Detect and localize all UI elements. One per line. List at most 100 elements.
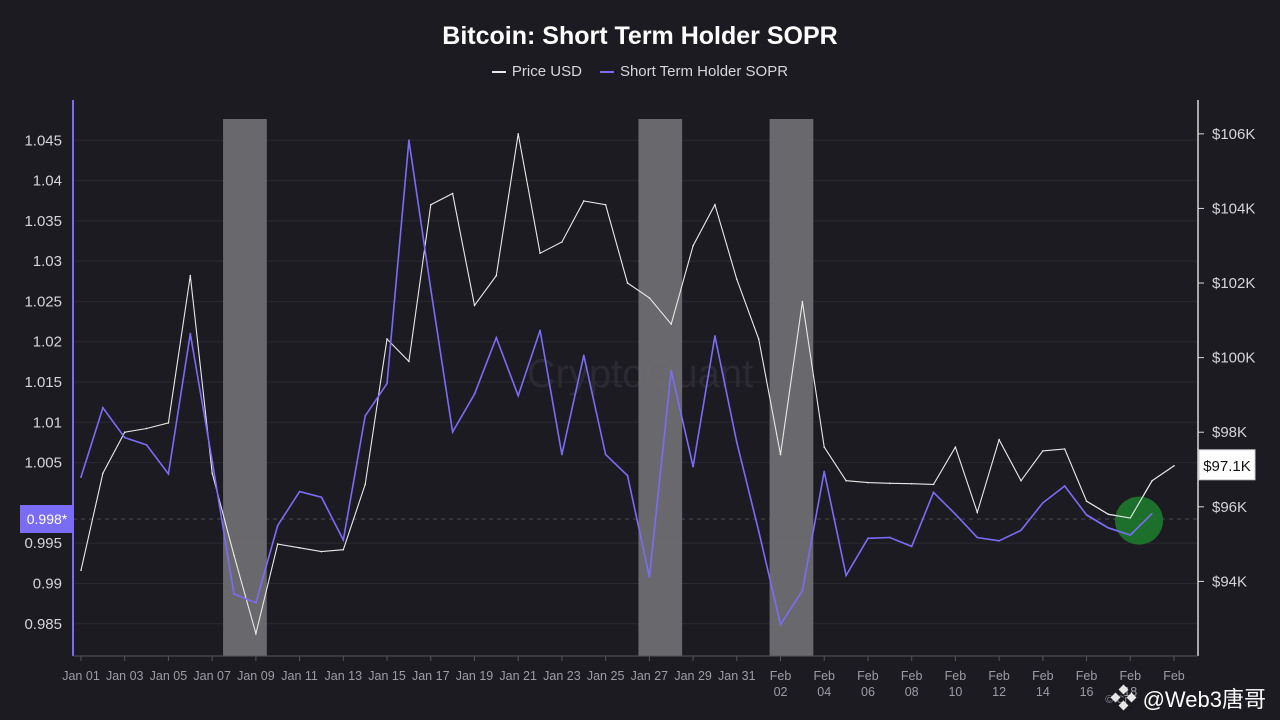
right-tick-label: $102K — [1212, 275, 1255, 292]
price-point — [80, 569, 82, 572]
price-point — [517, 133, 519, 135]
left-tick-label: 1.035 — [24, 213, 62, 230]
chart-legend: Price USD Short Term Holder SOPR — [0, 63, 1280, 80]
current-price-badge — [1198, 449, 1256, 481]
price-point — [779, 453, 782, 456]
x-tick-label: Jan 13 — [325, 669, 363, 683]
x-tick-label: Jan 23 — [543, 669, 581, 683]
x-tick-label: Jan 27 — [631, 669, 669, 683]
sopr-point — [233, 593, 235, 595]
x-tick-label: 16 — [1080, 685, 1094, 699]
sopr-point — [408, 139, 410, 142]
price-point — [867, 481, 869, 484]
sopr-point — [910, 545, 913, 548]
legend-label-price: Price USD — [511, 63, 582, 80]
sopr-point — [823, 470, 826, 473]
x-tick-label: Jan 09 — [237, 669, 275, 683]
sopr-point — [276, 524, 279, 527]
price-point — [364, 483, 366, 486]
x-tick-label: Jan 21 — [499, 669, 537, 683]
x-tick-label: 14 — [1036, 685, 1050, 699]
x-tick-label: Feb — [901, 669, 923, 683]
price-point — [1063, 448, 1066, 450]
sopr-point — [167, 472, 170, 475]
right-tick-label: $94K — [1212, 573, 1247, 590]
price-point — [167, 422, 170, 424]
price-point — [910, 482, 913, 485]
left-tick-label: 0.985 — [24, 616, 62, 633]
x-tick-label: Jan 15 — [368, 669, 406, 683]
price-point — [386, 338, 388, 340]
right-tick-label: $106K — [1212, 126, 1255, 143]
sopr-point — [801, 589, 804, 592]
price-point — [145, 427, 148, 430]
x-tick-label: 06 — [861, 685, 875, 699]
left-tick-label: 1.015 — [24, 374, 62, 391]
price-point — [429, 203, 432, 206]
credit-text: @Web3唐哥 — [1142, 687, 1266, 712]
price-point — [998, 438, 1000, 441]
price-point — [670, 323, 673, 325]
x-tick-label: Jan 03 — [106, 669, 144, 683]
sopr-point — [80, 476, 82, 479]
price-point — [823, 446, 826, 448]
sopr-point — [254, 601, 257, 604]
price-point — [233, 554, 235, 557]
left-tick-label: 1.02 — [33, 334, 62, 351]
x-tick-label: 02 — [774, 685, 788, 699]
sopr-point — [539, 329, 541, 332]
x-tick-label: 12 — [992, 685, 1006, 699]
price-point — [976, 511, 979, 514]
highlight-circle — [1115, 496, 1164, 545]
x-tick-label: Jan 31 — [718, 669, 756, 683]
credit: @Web3唐哥 — [1110, 682, 1266, 714]
left-tick-label: 1.005 — [24, 455, 62, 472]
price-point — [757, 338, 760, 340]
sopr-point — [1041, 501, 1044, 504]
price-point — [102, 472, 104, 475]
sopr-point — [1020, 529, 1022, 532]
x-tick-label: Jan 17 — [412, 669, 450, 683]
x-tick-label: Jan 05 — [150, 669, 188, 683]
price-point — [451, 192, 454, 195]
sopr-point — [757, 530, 760, 532]
sopr-point — [495, 336, 498, 339]
price-point — [408, 360, 410, 363]
price-point — [845, 479, 847, 482]
price-point — [889, 482, 891, 485]
sopr-point — [211, 460, 214, 462]
sopr-point — [932, 491, 935, 494]
current-sopr-label: 0.998* — [27, 511, 68, 527]
legend-label-sopr: Short Term Holder SOPR — [619, 63, 789, 80]
price-point — [539, 252, 541, 254]
x-tick-label: Jan 19 — [456, 669, 494, 683]
current-price-label: $97.1K — [1203, 458, 1251, 475]
sopr-point — [386, 382, 388, 385]
sopr-point — [1063, 485, 1066, 487]
x-tick-label: Feb — [770, 669, 792, 683]
sopr-point — [735, 441, 738, 444]
legend-item-price[interactable]: Price USD — [491, 63, 582, 80]
price-point — [626, 282, 629, 284]
x-tick-label: Jan 07 — [193, 669, 231, 683]
x-tick-label: Jan 25 — [587, 669, 625, 683]
price-point — [604, 203, 607, 206]
sopr-point — [473, 393, 476, 396]
highlight-band — [223, 119, 267, 656]
sopr-point — [582, 354, 585, 357]
price-point — [1020, 479, 1022, 482]
legend-item-sopr[interactable]: Short Term Holder SOPR — [599, 63, 789, 80]
sopr-point — [604, 453, 607, 456]
sopr-point — [429, 288, 432, 291]
sopr-point — [517, 394, 520, 397]
left-tick-label: 1.04 — [33, 173, 62, 190]
price-point — [276, 543, 279, 545]
sopr-point — [845, 574, 847, 577]
sopr-point — [779, 623, 782, 626]
sopr-point — [298, 490, 301, 493]
sopr-point — [648, 576, 651, 578]
current-sopr-badge — [20, 505, 74, 534]
price-point — [561, 241, 563, 243]
price-point — [298, 547, 301, 549]
